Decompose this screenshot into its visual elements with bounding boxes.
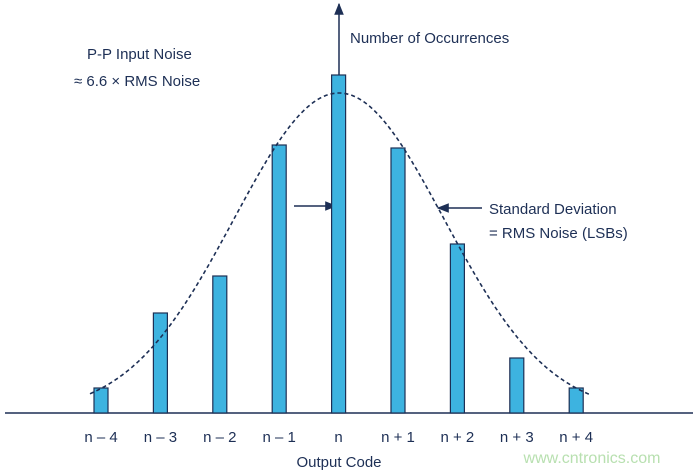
x-tick-label: n + 1 bbox=[381, 429, 415, 446]
bar bbox=[93, 387, 109, 414]
x-tick-label: n bbox=[334, 429, 342, 446]
bar bbox=[212, 275, 228, 414]
bar bbox=[271, 144, 287, 414]
x-tick-label: n – 2 bbox=[203, 429, 236, 446]
bar bbox=[331, 74, 347, 414]
x-tick-label: n + 2 bbox=[441, 429, 475, 446]
bar bbox=[449, 243, 465, 414]
x-axis-label: Output Code bbox=[296, 454, 381, 471]
x-tick-label: n + 3 bbox=[500, 429, 534, 446]
bar bbox=[568, 387, 584, 414]
bar bbox=[509, 357, 525, 414]
annotation: ≈ 6.6 × RMS Noise bbox=[74, 73, 200, 90]
watermark: www.cntronics.com bbox=[523, 450, 661, 467]
x-tick-label: n – 1 bbox=[263, 429, 296, 446]
gaussian-curve bbox=[89, 92, 591, 396]
y-axis-label: Number of Occurrences bbox=[350, 30, 509, 47]
annotation: P-P Input Noise bbox=[87, 46, 192, 63]
x-tick-label: n – 4 bbox=[84, 429, 117, 446]
x-tick-label: n – 3 bbox=[144, 429, 177, 446]
bar bbox=[390, 147, 406, 414]
bar bbox=[152, 312, 168, 414]
x-tick-label: n + 4 bbox=[559, 429, 593, 446]
annotation: Standard Deviation bbox=[489, 201, 617, 218]
annotation: = RMS Noise (LSBs) bbox=[489, 225, 628, 242]
